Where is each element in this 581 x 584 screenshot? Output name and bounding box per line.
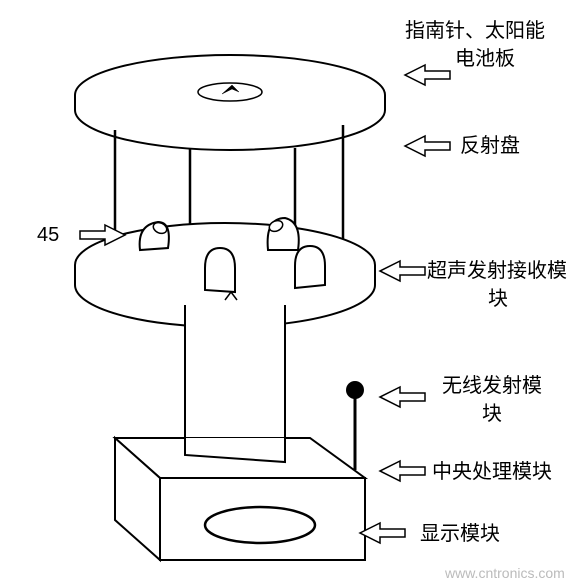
antenna-ball — [346, 381, 364, 399]
label-cpu: 中央处理模块 — [432, 459, 552, 485]
watermark: www.cntronics.com — [445, 565, 565, 581]
sensor-front-right — [295, 246, 325, 288]
label-wireless-2: 块 — [482, 401, 502, 427]
label-ultrasonic-1: 超声发射接收模 — [427, 258, 567, 284]
arrow-cpu — [380, 461, 425, 481]
label-angle: 45 — [37, 222, 59, 248]
arrow-ultrasonic — [380, 261, 425, 281]
arrow-reflector — [405, 136, 450, 156]
arrow-wireless — [380, 387, 425, 407]
base-front — [160, 478, 365, 560]
sensor-front-left — [205, 248, 235, 292]
label-display: 显示模块 — [420, 521, 500, 547]
label-top-panel-2: 电池板 — [455, 46, 515, 72]
label-reflector: 反射盘 — [460, 133, 520, 159]
label-wireless-1: 无线发射模 — [442, 373, 542, 399]
arrow-top-panel — [405, 65, 450, 85]
top-disc-side — [75, 95, 385, 150]
label-top-panel-1: 指南针、太阳能 — [405, 18, 545, 44]
arrow-display — [360, 523, 405, 543]
label-ultrasonic-2: 块 — [488, 286, 508, 312]
